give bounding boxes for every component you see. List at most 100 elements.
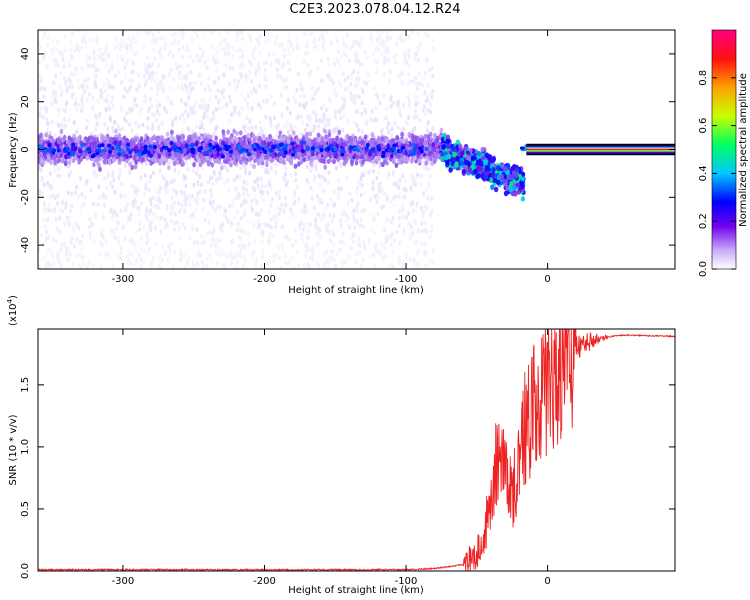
spectrogram-scatter-point — [120, 126, 124, 132]
spectrogram-band-point — [293, 163, 298, 169]
spectrogram-scatter-point — [405, 60, 409, 65]
spectrogram-scatter-point — [280, 242, 284, 248]
spectrogram-scatter-point — [64, 61, 68, 67]
spectrogram-scatter-point — [305, 208, 309, 214]
spectrogram-scatter-point — [259, 189, 263, 194]
spectrogram-scatter-point — [63, 47, 67, 53]
spectrogram-scatter-point — [383, 191, 387, 197]
spectrogram-scatter-point — [262, 84, 266, 90]
spectrogram-scatter-point — [346, 118, 350, 124]
spectrogram-scatter-point — [114, 73, 118, 79]
spectrogram-scatter-point — [354, 83, 358, 89]
spectrogram-scatter-point — [224, 38, 228, 43]
spectrogram-scatter-point — [181, 222, 185, 228]
spectrogram-scatter-point — [355, 40, 359, 45]
spectrogram-scatter-point — [213, 208, 217, 214]
spectrogram-scatter-point — [73, 66, 77, 72]
spectrogram-scatter-point — [327, 180, 331, 185]
spectrogram-scatter-point — [71, 92, 75, 98]
spectrogram-scatter-point — [59, 92, 63, 98]
spectrogram-scatter-point — [143, 191, 147, 197]
spectrogram-scatter-point — [424, 187, 428, 193]
spectrogram-scatter-point — [357, 76, 361, 82]
spectrogram-scatter-point — [152, 204, 156, 209]
spectrogram-scatter-point — [301, 238, 305, 243]
spectrogram-scatter-point — [110, 99, 114, 105]
spectrogram-scatter-point — [61, 88, 65, 94]
spectrogram-scatter-point — [423, 227, 427, 233]
spectrogram-scatter-point — [389, 103, 393, 109]
spectrogram-scatter-point — [88, 216, 92, 222]
spectrogram-scatter-point — [223, 51, 227, 57]
spectrogram-scatter-point — [334, 165, 338, 171]
spectrogram-scatter-point — [120, 80, 124, 85]
spectrogram-scatter-point — [58, 84, 62, 90]
spectrogram-scatter-point — [364, 119, 368, 124]
spectrogram-scatter-point — [253, 179, 257, 185]
spectrogram-scatter-point — [339, 82, 343, 88]
spectrogram-scatter-point — [229, 43, 233, 49]
spectrogram-scatter-point — [347, 255, 351, 261]
spectrogram-scatter-point — [398, 177, 402, 183]
spectrogram-scatter-point — [343, 77, 347, 83]
spectrogram-scatter-point — [266, 170, 270, 175]
spectrogram-scatter-point — [384, 115, 388, 121]
spectrogram-scatter-point — [91, 96, 95, 101]
spectrogram-scatter-point — [50, 101, 54, 107]
spectrogram-scatter-point — [211, 230, 215, 236]
spectrogram-scatter-point — [250, 52, 254, 58]
spectrogram-scatter-point — [209, 30, 213, 35]
spectrogram-scatter-point — [224, 208, 228, 214]
spectrogram-band-point — [101, 134, 106, 140]
spectrogram-scatter-point — [267, 32, 271, 38]
spectrogram-scatter-point — [194, 197, 198, 203]
spectrogram-scatter-point — [254, 89, 258, 94]
spectrogram-scatter-point — [420, 82, 424, 88]
spectrogram-scatter-point — [145, 206, 149, 211]
spectrogram-scatter-point — [357, 127, 361, 133]
spectrogram-scatter-point — [260, 231, 264, 237]
spectrogram-scatter-point — [205, 114, 209, 120]
spectrogram-scatter-point — [47, 203, 51, 208]
spectrogram-scatter-point — [343, 86, 347, 92]
spectrogram-scatter-point — [259, 176, 263, 182]
spectrogram-band-point — [217, 159, 222, 165]
spectrogram-scatter-point — [45, 117, 49, 122]
spectrogram-scatter-point — [369, 197, 373, 203]
spectrogram-scatter-point — [98, 240, 102, 246]
spectrogram-scatter-point — [158, 253, 162, 259]
spectrogram-scatter-point — [220, 161, 224, 167]
spectrogram-scatter-point — [259, 194, 263, 199]
spectrogram-scatter-point — [57, 260, 61, 265]
spectrogram-scatter-point — [345, 175, 349, 181]
spectrogram-scatter-point — [255, 199, 259, 205]
spectrogram-scatter-point — [207, 75, 211, 81]
spectrogram-band-point — [175, 155, 180, 161]
spectrogram-scatter-point — [252, 48, 256, 54]
spectrogram-scatter-point — [416, 100, 420, 106]
spectrogram-scatter-point — [269, 217, 273, 223]
spectrogram-scatter-point — [60, 122, 64, 128]
spectrogram-scatter-point — [145, 240, 149, 246]
spectrogram-scatter-point — [363, 190, 367, 196]
spectrogram-scatter-point — [385, 106, 389, 111]
spectrogram-scatter-point — [179, 251, 183, 257]
spectrogram-scatter-point — [143, 172, 147, 178]
spectrogram-scatter-point — [52, 261, 56, 267]
spectrogram-scatter-point — [231, 54, 235, 59]
spectrogram-scatter-point — [401, 173, 405, 179]
spectrogram-scatter-point — [360, 208, 364, 214]
spectrogram-scatter-point — [326, 222, 330, 228]
spectrogram-scatter-point — [252, 56, 256, 62]
spectrogram-scatter-point — [128, 216, 132, 222]
spectrogram-band-point — [269, 158, 274, 164]
spectrogram-scatter-point — [136, 205, 140, 211]
spectrogram-scatter-point — [244, 170, 248, 176]
spectrogram-scatter-point — [288, 67, 292, 72]
spectrogram-band-point — [380, 136, 385, 142]
spectrogram-scatter-point — [276, 161, 280, 167]
spectrogram-scatter-point — [391, 196, 395, 202]
spectrogram-scatter-point — [208, 87, 212, 93]
spectrogram-scatter-point — [189, 91, 193, 96]
spectrogram-scatter-point — [157, 50, 161, 55]
